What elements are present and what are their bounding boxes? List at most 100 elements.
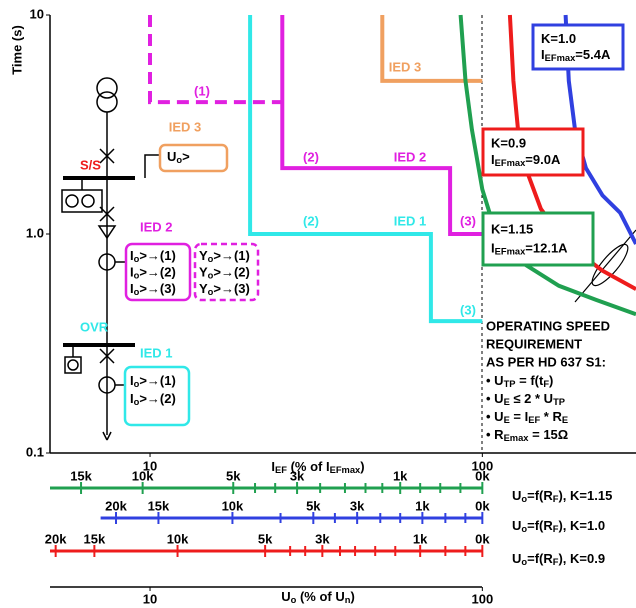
text-part: ), K=0.9 [558, 551, 605, 566]
text-part: • U [486, 373, 504, 388]
series-line [380, 15, 483, 83]
text-part: ) [350, 589, 354, 604]
scale-tick-label: 5k [226, 468, 241, 483]
text-part: F [553, 524, 559, 534]
text-part: = f(t [516, 373, 544, 388]
ied1-function: Io>→(2) [130, 391, 176, 407]
text-part: EF [275, 465, 287, 475]
scale-tick-label: 0k [475, 468, 490, 483]
ied2-directional: Yo>→(2) [199, 265, 250, 281]
text-part: =9.0A [525, 153, 561, 168]
scale-tick-label: 3k [350, 498, 365, 513]
scale-label: Uo=f(RF), K=1.0 [512, 518, 605, 534]
text-part: (% of I [287, 459, 330, 474]
series-line [248, 15, 483, 324]
text-part: EFmax [545, 53, 576, 63]
y-axis-title: Time (s) [9, 25, 24, 75]
curve-box [481, 211, 595, 267]
text-part: n [345, 595, 351, 605]
text-part: • U [486, 409, 504, 424]
text-part: EF [528, 415, 540, 425]
annotation: (3) [460, 213, 476, 228]
text-part: EFmax [330, 465, 361, 475]
text-part: U [512, 488, 521, 503]
text-part: E [504, 415, 510, 425]
annotation: (1) [194, 83, 210, 98]
text-part: =12.1A [525, 241, 568, 256]
requirement-line: OPERATING SPEED [486, 318, 610, 333]
requirement-bullet: • UTP = f(tF) [486, 373, 553, 389]
text-part: >→(1) [139, 373, 175, 388]
scale-tick-label: 10k [222, 498, 244, 513]
ied2-directional: Yo>→(3) [199, 281, 250, 297]
requirement-line: REQUIREMENT [486, 336, 582, 351]
text-part: I [541, 47, 545, 62]
text-part: o [291, 595, 297, 605]
curve-k: K=1.15 [491, 222, 533, 237]
ied2-directional: Yo>→(1) [199, 248, 250, 264]
ied3-function: Uo> [167, 149, 190, 165]
series-label: IED 3 [389, 59, 422, 74]
text-part: F [553, 557, 559, 567]
text-part: o [134, 379, 140, 389]
requirement-line: AS PER HD 637 S1: [486, 354, 606, 369]
scale-label: Uo=f(RF), K=0.9 [512, 551, 605, 567]
ied1-function: Io>→(1) [130, 373, 176, 389]
annotation: (3) [460, 302, 476, 317]
curve-k: K=1.0 [541, 31, 576, 46]
text-part: o [208, 271, 214, 281]
scale-tick-label: 5k [306, 498, 321, 513]
ss-label: S/S [80, 157, 101, 172]
scale-tick-label: 10k [167, 531, 189, 546]
y-tick-label: 0.1 [26, 444, 44, 459]
text-part: F [543, 379, 549, 389]
x-tick-label: 100 [471, 458, 493, 473]
diagram [61, 15, 636, 453]
series-line [563, 14, 636, 245]
text-part: ), K=1.0 [558, 518, 605, 533]
requirement-bullet: • UE ≤ 2 * UTP [486, 391, 565, 407]
text-part: o [134, 254, 140, 264]
text-part: Y [199, 265, 208, 280]
text-part: >→(3) [213, 281, 249, 296]
curve-imax: IEFmax=5.4A [541, 47, 611, 63]
series-line [280, 15, 483, 236]
text-part: > [182, 149, 190, 164]
text-part: E [504, 397, 510, 407]
ied1-label: IED 1 [140, 345, 173, 360]
text-part: I [491, 241, 495, 256]
text-part: E [562, 415, 568, 425]
text-part: EFmax [495, 159, 526, 169]
text-part: I [271, 459, 275, 474]
text-part: I [130, 281, 134, 296]
scale-tick-label: 0k [475, 498, 490, 513]
x2-tick-label: 100 [471, 591, 493, 606]
scale-tick-label: 3k [290, 468, 305, 483]
series-label: IED 2 [394, 149, 427, 164]
series-line [507, 14, 636, 291]
y-tick-label: 10 [30, 6, 44, 21]
text-part: >→(2) [139, 265, 175, 280]
scale-tick-label: 15k [70, 468, 92, 483]
scale-tick-label: 10k [132, 468, 154, 483]
curve-box [531, 23, 625, 71]
text-part: = 15Ω [529, 427, 569, 442]
curve-imax: IEFmax=12.1A [491, 241, 568, 257]
text-part: I [491, 153, 495, 168]
text-part: o [134, 271, 140, 281]
text-part: I [130, 248, 134, 263]
x2-tick-label: 10 [143, 591, 157, 606]
text-part: >→(2) [139, 391, 175, 406]
text-part: ) [360, 459, 364, 474]
text-part: >→(2) [213, 265, 249, 280]
ied3-label: IED 3 [169, 119, 202, 134]
text-part: Y [199, 248, 208, 263]
series-label: IED 1 [394, 213, 427, 228]
annotation: (2) [303, 213, 319, 228]
text-part: o [208, 287, 214, 297]
text-part: o [134, 397, 140, 407]
text-part: EFmax [495, 247, 526, 257]
curve-k: K=0.9 [491, 136, 526, 151]
text-part: U [512, 551, 521, 566]
text-part: o [208, 254, 214, 264]
